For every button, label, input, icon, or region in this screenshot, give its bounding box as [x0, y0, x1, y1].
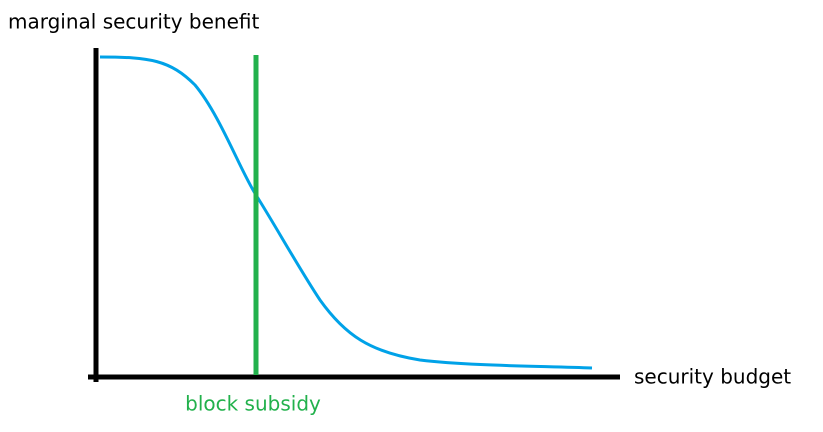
- subsidy-label: block subsidy: [185, 392, 321, 416]
- x-axis-label: security budget: [634, 365, 791, 389]
- benefit-curve: [99, 55, 593, 370]
- y-axis-label: marginal security benefit: [8, 10, 259, 34]
